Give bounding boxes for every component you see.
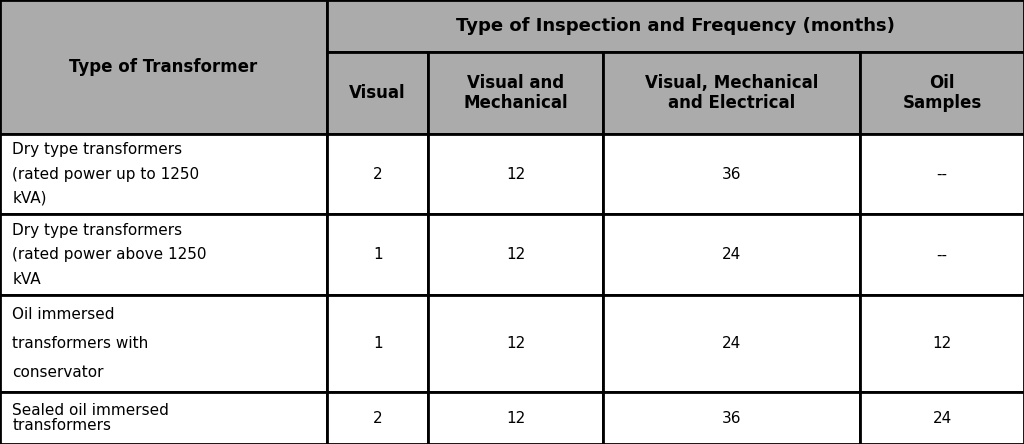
Text: (rated power above 1250: (rated power above 1250 [12, 247, 207, 262]
Bar [603, 295, 860, 392]
Bar [860, 52, 1024, 134]
Text: 12: 12 [506, 247, 525, 262]
Text: 2: 2 [373, 411, 382, 425]
Bar [0, 295, 327, 392]
Text: Dry type transformers: Dry type transformers [12, 223, 182, 238]
Text: Visual and
Mechanical: Visual and Mechanical [463, 74, 568, 112]
Bar [428, 295, 603, 392]
Bar [327, 52, 428, 134]
Text: transformers with: transformers with [12, 336, 148, 351]
Text: Type of Inspection and Frequency (months): Type of Inspection and Frequency (months… [456, 17, 895, 35]
Bar [327, 214, 428, 295]
Bar [603, 392, 860, 444]
Text: 1: 1 [373, 247, 382, 262]
Text: Dry type transformers: Dry type transformers [12, 143, 182, 157]
Text: kVA: kVA [12, 272, 41, 286]
Text: 12: 12 [506, 336, 525, 351]
Text: Type of Transformer: Type of Transformer [70, 58, 257, 76]
Text: Visual: Visual [349, 84, 406, 102]
Text: --: -- [937, 247, 947, 262]
Bar [428, 134, 603, 214]
Text: 1: 1 [373, 336, 382, 351]
Text: (rated power up to 1250: (rated power up to 1250 [12, 166, 200, 182]
Bar [0, 214, 327, 295]
Bar [327, 295, 428, 392]
Bar [603, 134, 860, 214]
Bar [860, 392, 1024, 444]
Text: Visual, Mechanical
and Electrical: Visual, Mechanical and Electrical [645, 74, 818, 112]
Text: 12: 12 [933, 336, 951, 351]
Bar [603, 214, 860, 295]
Text: conservator: conservator [12, 365, 103, 380]
Text: 36: 36 [722, 411, 741, 425]
Text: Sealed oil immersed: Sealed oil immersed [12, 403, 169, 418]
Text: 12: 12 [506, 411, 525, 425]
Text: 24: 24 [722, 336, 741, 351]
Bar [860, 134, 1024, 214]
Text: --: -- [937, 166, 947, 182]
Bar [860, 214, 1024, 295]
Bar [428, 214, 603, 295]
Bar [428, 52, 603, 134]
Text: Oil immersed: Oil immersed [12, 307, 115, 322]
Text: 12: 12 [506, 166, 525, 182]
Text: 24: 24 [722, 247, 741, 262]
Text: 24: 24 [933, 411, 951, 425]
Text: kVA): kVA) [12, 191, 47, 206]
Text: Oil
Samples: Oil Samples [902, 74, 982, 112]
Bar [327, 0, 1024, 52]
Text: 36: 36 [722, 166, 741, 182]
Bar [327, 134, 428, 214]
Bar [0, 392, 327, 444]
Bar [0, 134, 327, 214]
Text: 2: 2 [373, 166, 382, 182]
Bar [603, 52, 860, 134]
Bar [0, 0, 327, 134]
Bar [428, 392, 603, 444]
Text: transformers: transformers [12, 418, 112, 433]
Bar [327, 392, 428, 444]
Bar [860, 295, 1024, 392]
